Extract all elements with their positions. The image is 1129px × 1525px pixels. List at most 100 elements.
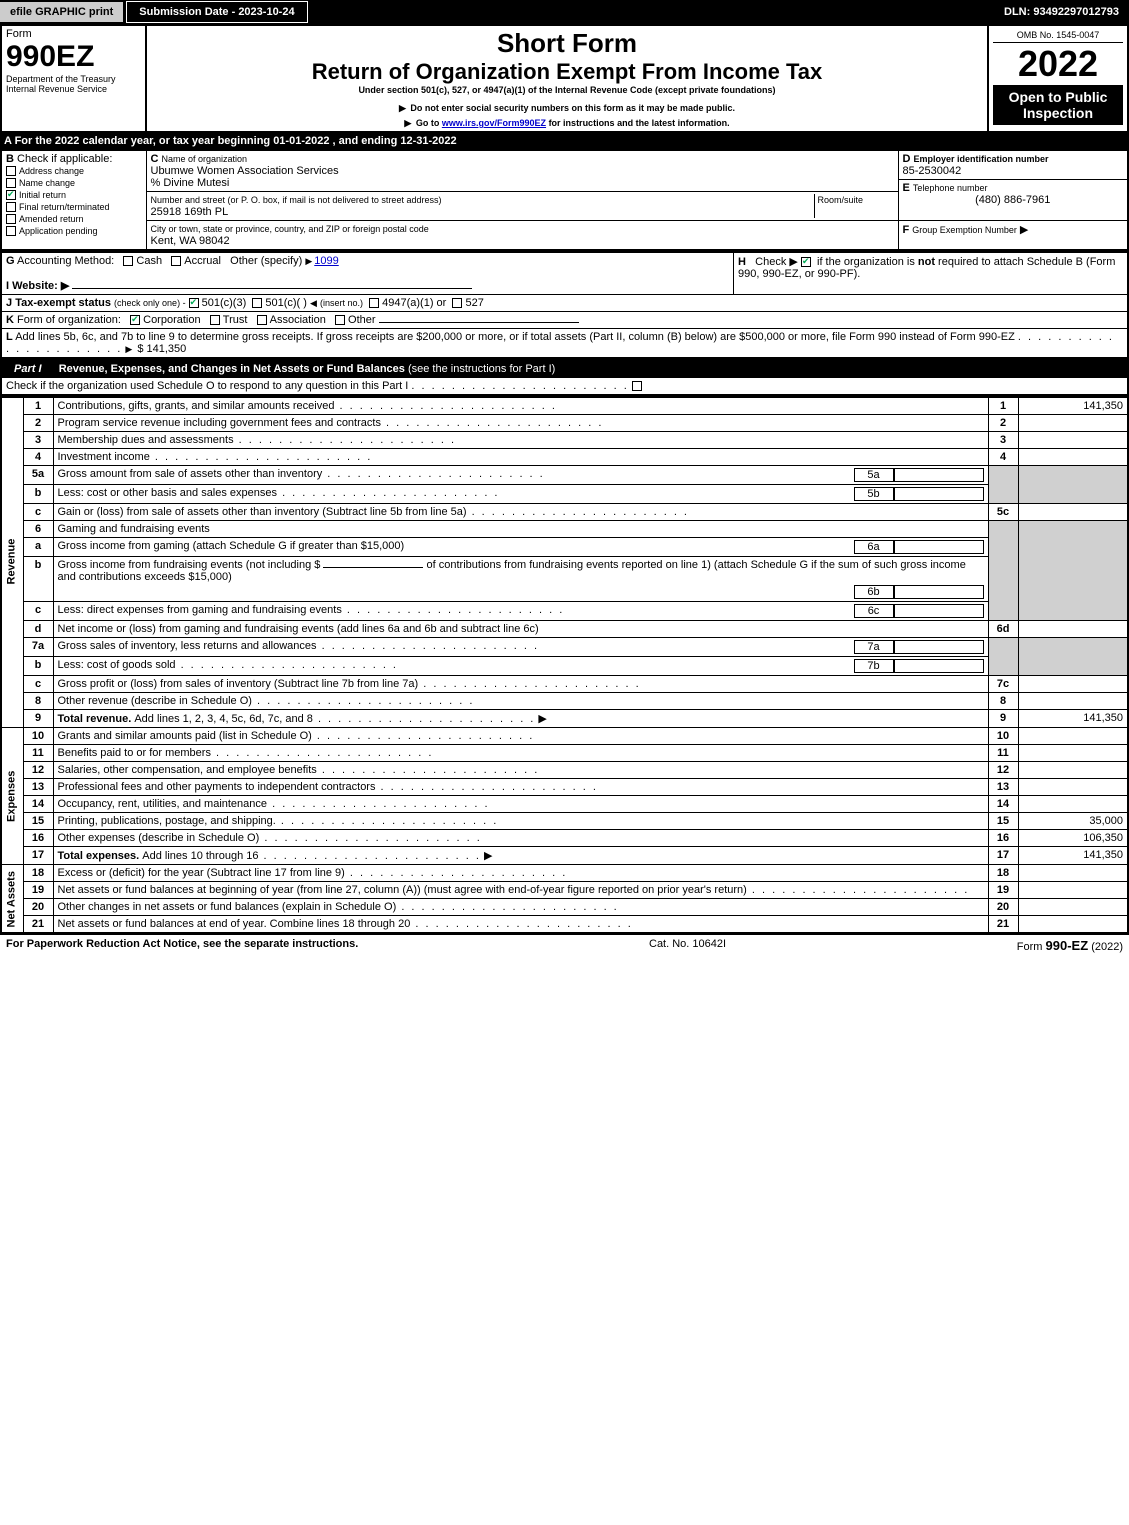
cash-label: Cash: [136, 255, 162, 267]
part1-title-suffix: (see the instructions for Part I): [408, 363, 555, 375]
trust-label: Trust: [223, 314, 248, 326]
section-l-label: L: [6, 331, 13, 343]
line-ref: 13: [988, 779, 1018, 796]
goto-prefix: Go to: [416, 118, 442, 128]
final-return-label: Final return/terminated: [19, 202, 110, 212]
line-number: b: [23, 485, 53, 504]
website-label: Website: ▶: [12, 280, 69, 292]
line-text: Benefits paid to or for members: [58, 747, 211, 759]
open-public-box: Open to Public Inspection: [993, 85, 1123, 125]
line-number: 12: [23, 762, 53, 779]
501c3-checkbox[interactable]: [189, 298, 199, 308]
initial-return-checkbox[interactable]: [6, 190, 16, 200]
cash-checkbox[interactable]: [123, 256, 133, 266]
line-amount: [1018, 432, 1128, 449]
trust-checkbox[interactable]: [210, 315, 220, 325]
line-amount: [1018, 504, 1128, 521]
initial-return-label: Initial return: [19, 190, 66, 200]
omb-number: OMB No. 1545-0047: [993, 28, 1123, 43]
line-ref: 9: [988, 710, 1018, 728]
accrual-checkbox[interactable]: [171, 256, 181, 266]
phone-value: (480) 886-7961: [903, 194, 1124, 206]
line-number: 16: [23, 830, 53, 847]
dept-label: Department of the Treasury: [6, 74, 141, 84]
arrow-icon: ▶: [1020, 224, 1028, 236]
accrual-label: Accrual: [184, 255, 221, 267]
final-return-checkbox[interactable]: [6, 202, 16, 212]
line-text: Gross amount from sale of assets other t…: [58, 468, 323, 480]
org-name-label: Name of organization: [162, 154, 248, 164]
website-field[interactable]: [72, 288, 472, 289]
line-amount: [1018, 693, 1128, 710]
sub-ref: 7b: [854, 659, 894, 673]
under-section: Under section 501(c), 527, or 4947(a)(1)…: [151, 85, 983, 95]
line-number: b: [23, 557, 53, 602]
line-text: Membership dues and assessments: [58, 434, 234, 446]
sub-ref: 5a: [854, 468, 894, 482]
line-amount: [1018, 899, 1128, 916]
other-specify-label: Other (specify): [230, 255, 302, 267]
4947-checkbox[interactable]: [369, 298, 379, 308]
line-ref: 3: [988, 432, 1018, 449]
gh-block: G Accounting Method: Cash Accrual Other …: [0, 251, 1129, 359]
line-ref: 11: [988, 745, 1018, 762]
line-ref: 4: [988, 449, 1018, 466]
ein-label: Employer identification number: [914, 154, 1049, 164]
line-number: 20: [23, 899, 53, 916]
line-number: 17: [23, 847, 53, 865]
line-number: 6: [23, 521, 53, 538]
line-text: Total expenses.: [58, 850, 143, 862]
line-number: 4: [23, 449, 53, 466]
name-change-checkbox[interactable]: [6, 178, 16, 188]
divine-name: % Divine Mutesi: [151, 177, 230, 189]
efile-tab[interactable]: efile GRAPHIC print: [0, 2, 124, 22]
527-checkbox[interactable]: [452, 298, 462, 308]
check-only-one: (check only one) -: [114, 298, 186, 308]
page-footer: For Paperwork Reduction Act Notice, see …: [0, 934, 1129, 956]
schedule-o-checkbox[interactable]: [632, 381, 642, 391]
501c-checkbox[interactable]: [252, 298, 262, 308]
line-text: Net assets or fund balances at beginning…: [58, 884, 747, 896]
association-label: Association: [270, 314, 326, 326]
line-amount: [1018, 762, 1128, 779]
revenue-side-label: Revenue: [1, 397, 23, 728]
line-ref: 17: [988, 847, 1018, 865]
form-label: Form: [6, 28, 141, 40]
contrib-field[interactable]: [323, 567, 423, 568]
line-text: Less: cost or other basis and sales expe…: [58, 487, 278, 499]
sub-ref: 6b: [854, 585, 894, 599]
application-pending-checkbox[interactable]: [6, 226, 16, 236]
other-org-checkbox[interactable]: [335, 315, 345, 325]
corporation-checkbox[interactable]: [130, 315, 140, 325]
line-ref: 12: [988, 762, 1018, 779]
line-text: Salaries, other compensation, and employ…: [58, 764, 317, 776]
line-ref: 10: [988, 728, 1018, 745]
association-checkbox[interactable]: [257, 315, 267, 325]
line-number: a: [23, 538, 53, 557]
irs-link[interactable]: www.irs.gov/Form990EZ: [442, 118, 546, 128]
irs-label: Internal Revenue Service: [6, 84, 141, 94]
other-org-field[interactable]: [379, 322, 579, 323]
amended-return-checkbox[interactable]: [6, 214, 16, 224]
line-text: Contributions, gifts, grants, and simila…: [58, 400, 335, 412]
sub-amount: [894, 640, 984, 654]
line-amount: 106,350: [1018, 830, 1128, 847]
line-text: Total revenue.: [58, 713, 135, 725]
527-label: 527: [465, 297, 483, 309]
section-f-label: F: [903, 224, 910, 236]
line-text: Less: cost of goods sold: [58, 659, 176, 671]
line-number: b: [23, 657, 53, 676]
h-check-text: Check ▶: [755, 256, 798, 268]
line-number: 1: [23, 397, 53, 415]
arrow-icon: [399, 103, 408, 113]
other-method-link[interactable]: 1099: [314, 255, 338, 267]
line-number: 11: [23, 745, 53, 762]
line-text: Investment income: [58, 451, 150, 463]
section-a-bar: A For the 2022 calendar year, or tax yea…: [0, 133, 1129, 149]
city-value: Kent, WA 98042: [151, 235, 230, 247]
line-ref: 14: [988, 796, 1018, 813]
sub-ref: 5b: [854, 487, 894, 501]
address-change-checkbox[interactable]: [6, 166, 16, 176]
schedule-b-checkbox[interactable]: [801, 257, 811, 267]
line-amount: [1018, 676, 1128, 693]
